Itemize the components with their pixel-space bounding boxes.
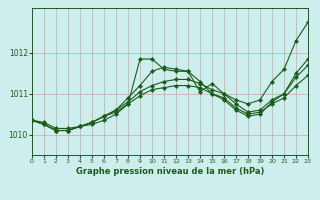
X-axis label: Graphe pression niveau de la mer (hPa): Graphe pression niveau de la mer (hPa): [76, 167, 264, 176]
